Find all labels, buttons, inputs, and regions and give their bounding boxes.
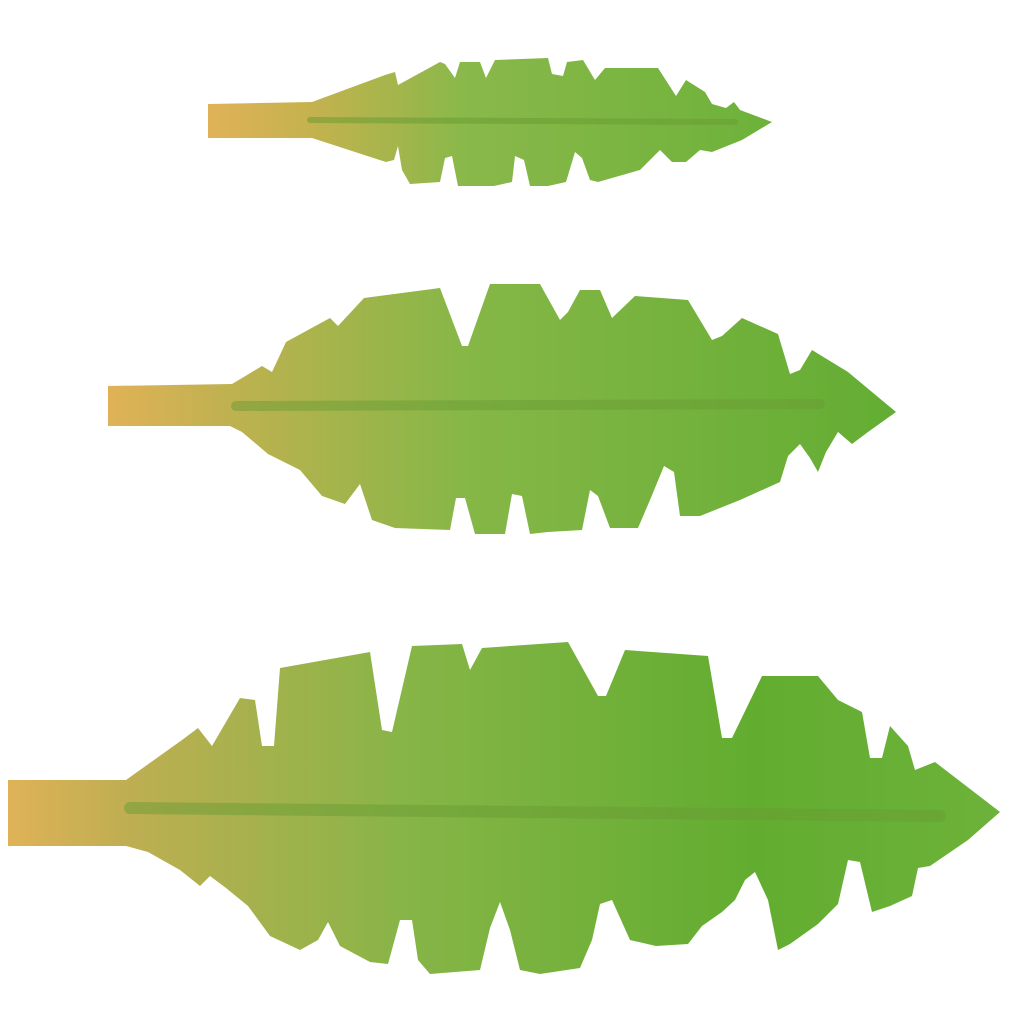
dandelion-leaf-large-sprite [8, 642, 1000, 974]
dandelion-leaf-medium-sprite [108, 284, 896, 534]
dandelion-leaf-small-sprite [208, 58, 772, 186]
leaf-large-midrib [124, 802, 946, 822]
leaf-small-midrib [307, 117, 738, 125]
leaf-medium-midrib [231, 399, 825, 411]
